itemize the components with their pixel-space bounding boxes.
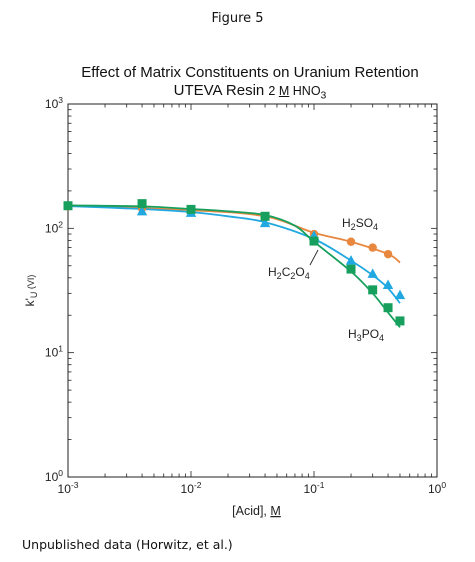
y-tick-label: 100 — [45, 468, 63, 484]
x-tick-label: 10-2 — [181, 480, 202, 496]
figure-label: Figure 5 — [211, 11, 264, 26]
data-point-h3po4 — [309, 236, 319, 246]
x-tick-exp: -1 — [317, 480, 325, 490]
label-leader-h2c2o4 — [309, 249, 319, 266]
data-point-h2c2o4 — [394, 289, 406, 300]
series-label-h2so4: H2SO4 — [342, 216, 378, 232]
data-point-h2c2o4 — [136, 205, 148, 216]
x-tick-label: 10-1 — [304, 480, 325, 496]
subtitle-resin: UTEVA Resin — [173, 82, 265, 99]
data-point-h2so4 — [368, 243, 377, 252]
data-point-h2c2o4 — [367, 268, 378, 278]
data-point-h3po4 — [137, 199, 147, 209]
data-point-h3po4 — [395, 316, 405, 326]
series-label-h2c2o4: H2C2O4 — [268, 265, 310, 281]
subtitle-conc: 2 — [268, 84, 276, 98]
subtitle-acid: HNO — [292, 84, 321, 98]
data-point-h3po4 — [383, 303, 393, 313]
chart-subtitle: UTEVA Resin 2 M HNO3 — [40, 82, 460, 106]
data-point-h3po4 — [260, 211, 270, 221]
series-line-h2c2o4 — [67, 205, 401, 304]
series-line-h2so4 — [67, 204, 401, 264]
subtitle-unit: M — [278, 84, 290, 98]
y-tick-exp: 1 — [58, 344, 63, 354]
x-tick-exp: -3 — [71, 480, 79, 490]
subtitle-acid-sub: 3 — [320, 90, 327, 102]
y-tick-exp: 2 — [58, 219, 63, 229]
x-tick-exp: -2 — [194, 480, 202, 490]
data-point-h3po4 — [346, 264, 356, 274]
y-axis-label: k'U (VI) — [23, 275, 39, 307]
x-axis-label: [Acid], M — [232, 504, 281, 518]
x-tick-exp: 0 — [441, 480, 446, 490]
chart-title: Effect of Matrix Constituents on Uranium… — [81, 64, 419, 81]
data-point-h2c2o4 — [345, 255, 357, 265]
x-tick-label: 10-3 — [58, 480, 79, 496]
x-tick-label: 100 — [428, 480, 446, 496]
plot-frame — [67, 103, 438, 478]
source-note: Unpublished data (Horwitz, et al.) — [22, 537, 233, 552]
data-point-h2c2o4 — [382, 279, 394, 290]
data-point-h2c2o4 — [259, 217, 271, 228]
y-tick-label: 102 — [45, 219, 63, 235]
data-point-h3po4 — [63, 201, 73, 211]
data-point-h3po4 — [186, 204, 196, 214]
data-point-h2so4 — [383, 249, 393, 259]
y-tick-label: 103 — [45, 95, 63, 111]
y-tick-exp: 3 — [58, 95, 63, 105]
series-line-h3po4 — [67, 204, 401, 328]
y-tick-label: 101 — [45, 344, 63, 360]
y-tick-exp: 0 — [58, 468, 63, 478]
series-label-h3po4: H3PO4 — [348, 327, 384, 343]
data-point-h2so4 — [346, 237, 356, 246]
data-point-h3po4 — [368, 285, 378, 295]
